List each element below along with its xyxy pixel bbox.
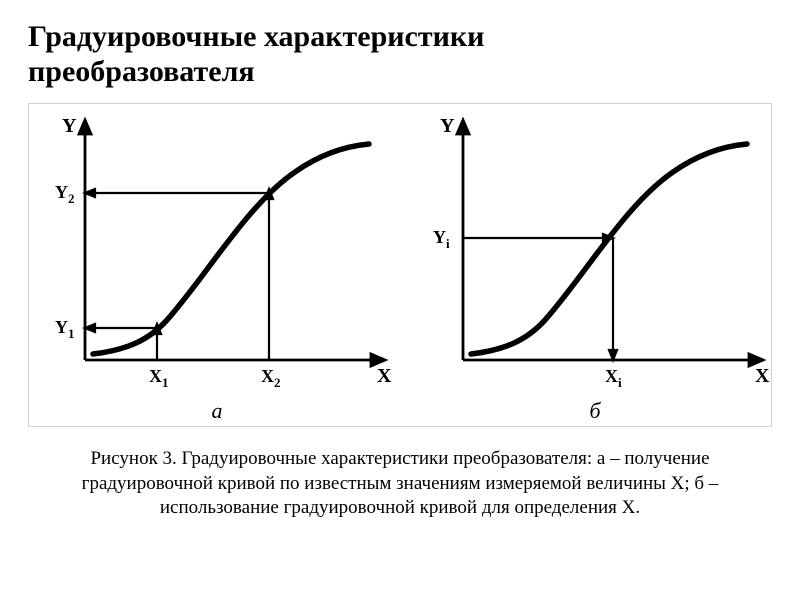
charts-frame: Y X X1 X2 Y1 Y2 а	[28, 103, 772, 427]
axis-label-y: Y	[62, 115, 77, 137]
tick-x1: X1	[149, 366, 169, 390]
page-title: Градуировочные характеристики преобразов…	[28, 20, 772, 89]
title-line-1: Градуировочные характеристики	[28, 20, 484, 53]
chart-a: Y X X1 X2 Y1 Y2 а	[37, 110, 397, 424]
axis-label-x: X	[755, 365, 770, 387]
tick-y2: Y2	[55, 182, 75, 206]
title-line-2: преобразователя	[28, 55, 255, 88]
tick-xi: Xi	[605, 366, 622, 390]
panel-label-a: а	[37, 398, 397, 424]
axis-label-x: X	[377, 365, 392, 387]
tick-yi: Yi	[433, 227, 450, 251]
guide-x2	[85, 189, 273, 360]
tick-x2: X2	[261, 366, 281, 390]
axes	[457, 120, 763, 366]
guide-yi	[463, 234, 617, 360]
calibration-curve	[93, 144, 369, 354]
chart-b: Y X Yi Xi б	[415, 110, 775, 424]
chart-a-svg: Y X X1 X2 Y1 Y2	[37, 110, 397, 400]
tick-y1: Y1	[55, 317, 75, 341]
panel-label-b: б	[415, 398, 775, 424]
page: Градуировочные характеристики преобразов…	[0, 0, 800, 600]
axis-label-y: Y	[440, 115, 455, 137]
chart-b-svg: Y X Yi Xi	[415, 110, 775, 400]
calibration-curve	[471, 144, 747, 354]
axes	[79, 120, 385, 366]
figure-caption: Рисунок 3. Градуировочные характеристики…	[28, 447, 772, 521]
